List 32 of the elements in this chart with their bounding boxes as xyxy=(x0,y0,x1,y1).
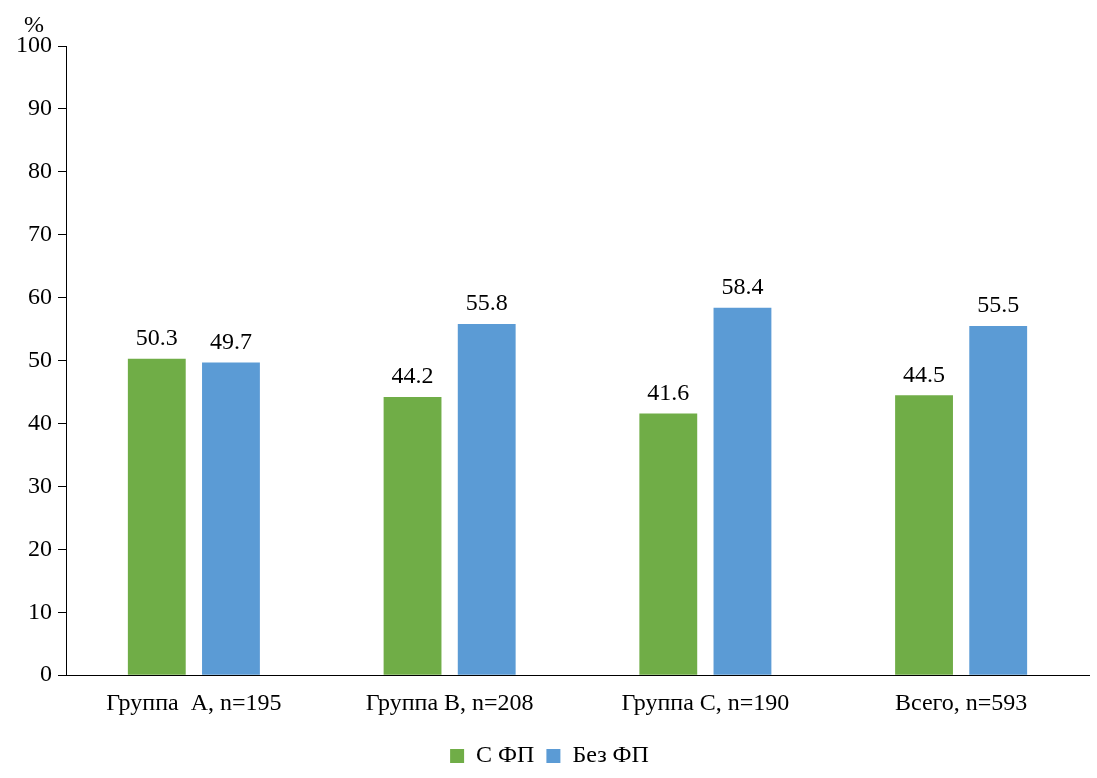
y-tick-label: 20 xyxy=(28,534,52,561)
data-label: 58.4 xyxy=(721,273,764,300)
x-tick-label: Группа B, n=208 xyxy=(365,688,534,715)
bar xyxy=(639,413,698,675)
data-label: 44.5 xyxy=(903,360,946,387)
bar xyxy=(457,324,516,675)
data-label: 49.7 xyxy=(209,327,252,354)
legend-label: Без ФП xyxy=(572,741,649,768)
y-tick-label: 90 xyxy=(28,94,52,121)
data-label: 50.3 xyxy=(135,324,178,351)
bar xyxy=(713,307,772,675)
bar xyxy=(383,397,442,675)
y-tick-label: 80 xyxy=(28,157,52,184)
x-tick-label: Группа C, n=190 xyxy=(621,688,790,715)
data-label: 44.2 xyxy=(391,362,434,389)
bar xyxy=(202,362,260,675)
x-tick-label: Всего, n=593 xyxy=(894,688,1028,715)
y-tick-label: 10 xyxy=(28,597,52,624)
data-label: 55.8 xyxy=(465,289,508,316)
bar xyxy=(969,325,1028,675)
data-label: 55.5 xyxy=(977,291,1020,318)
y-tick-label: 60 xyxy=(28,282,52,309)
y-tick-label: 30 xyxy=(28,471,52,498)
bar xyxy=(127,358,186,675)
x-tick-label: Группа A, n=195 xyxy=(106,688,282,715)
legend-label: С ФП xyxy=(476,741,535,768)
bar xyxy=(895,395,953,675)
y-tick-label: 0 xyxy=(40,660,52,687)
y-tick-label: 50 xyxy=(28,345,52,372)
data-label: 41.6 xyxy=(647,378,690,405)
y-tick-label: 40 xyxy=(28,408,52,435)
y-tick-label: 70 xyxy=(28,220,52,247)
